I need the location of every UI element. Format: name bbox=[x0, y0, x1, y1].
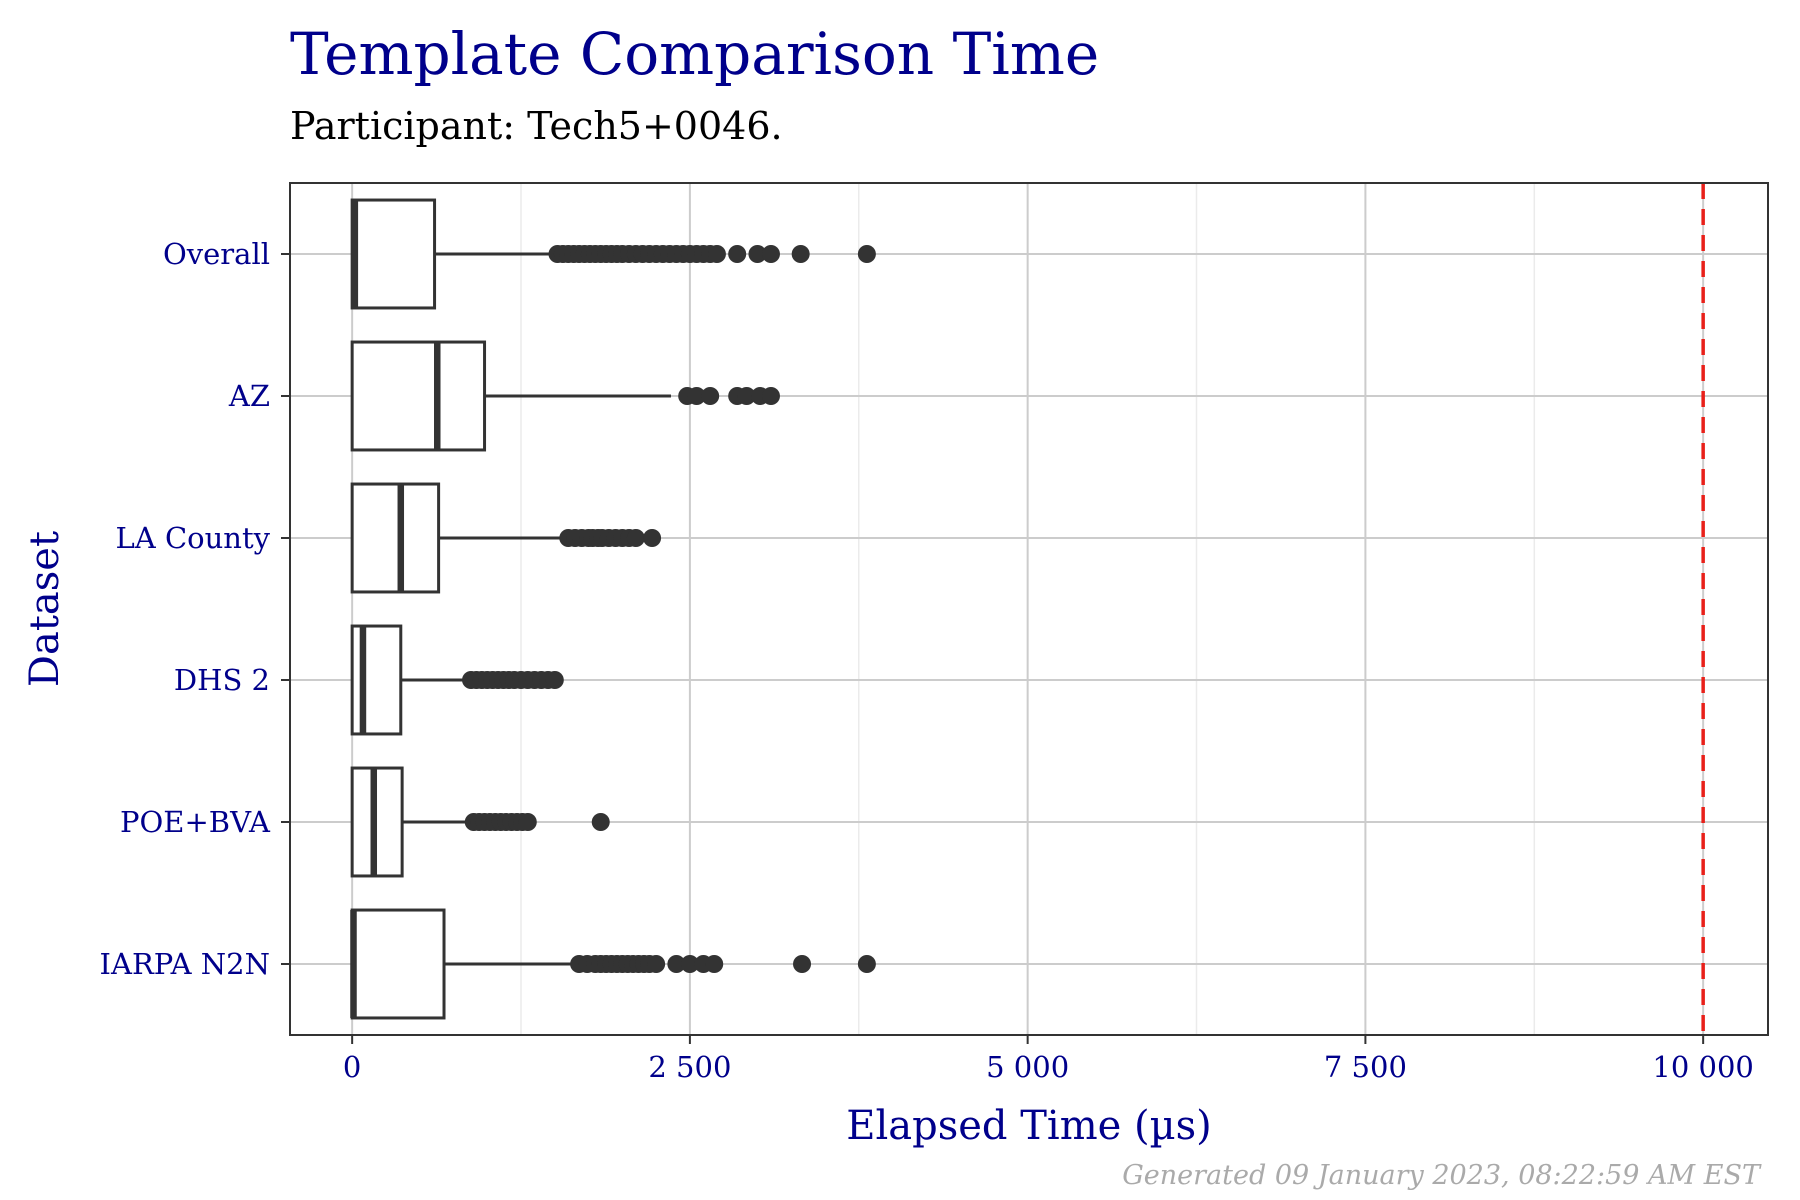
x-tick-label: 10 000 bbox=[1652, 1050, 1753, 1084]
boxes-group bbox=[350, 198, 876, 1020]
x-tick-label: 5 000 bbox=[986, 1050, 1069, 1084]
plot-panel-border bbox=[289, 182, 1769, 1036]
x-tick-label: 7 500 bbox=[1324, 1050, 1407, 1084]
outlier-point bbox=[737, 387, 756, 405]
outlier-point bbox=[728, 245, 747, 263]
outlier-point bbox=[761, 387, 780, 405]
outlier-point bbox=[707, 245, 726, 263]
outlier-point bbox=[545, 671, 564, 689]
outlier-point bbox=[701, 387, 720, 405]
outlier-point bbox=[680, 955, 699, 973]
outlier-point bbox=[857, 955, 876, 973]
chart-title: Template Comparison Time bbox=[290, 20, 1100, 88]
box-iarpa-n2n bbox=[350, 908, 876, 1020]
y-axis-title: Dataset bbox=[22, 531, 68, 687]
outlier-point bbox=[857, 245, 876, 263]
generated-timestamp: Generated 09 January 2023, 08:22:59 AM E… bbox=[1122, 1160, 1760, 1191]
axes-group: 0 2 500 5 000 7 500 10 000 Overall AZ LA County… bbox=[100, 237, 1754, 1084]
box-az bbox=[350, 340, 780, 452]
box-iqr bbox=[350, 908, 446, 1020]
box-la-county bbox=[350, 482, 662, 594]
box-iqr bbox=[350, 340, 487, 452]
x-tick-label: 0 bbox=[343, 1050, 361, 1084]
outlier-point bbox=[667, 955, 686, 973]
box-iqr bbox=[350, 766, 404, 878]
y-tick-label: AZ bbox=[228, 379, 270, 413]
outlier-point bbox=[643, 529, 662, 547]
grid-lines bbox=[290, 183, 1768, 1035]
outlier-point bbox=[687, 387, 706, 405]
box-dhs-2 bbox=[350, 624, 564, 736]
box-iqr bbox=[350, 198, 437, 310]
y-tick-label: LA County bbox=[116, 521, 271, 555]
chart-subtitle: Participant: Tech5+0046. bbox=[290, 104, 783, 148]
y-tick-label: DHS 2 bbox=[174, 663, 270, 697]
y-tick-label: Overall bbox=[163, 237, 270, 271]
outlier-point bbox=[626, 529, 645, 547]
outlier-point bbox=[761, 245, 780, 263]
y-tick-label: IARPA N2N bbox=[100, 947, 270, 981]
outlier-point bbox=[518, 813, 537, 831]
y-tick-label: POE+BVA bbox=[120, 805, 271, 839]
outlier-point bbox=[705, 955, 724, 973]
box-iqr bbox=[350, 624, 403, 736]
x-tick-label: 2 500 bbox=[648, 1050, 731, 1084]
box-poe-bva bbox=[350, 766, 610, 878]
outlier-point bbox=[793, 955, 812, 973]
outlier-point bbox=[647, 955, 666, 973]
x-axis-title: Elapsed Time (µs) bbox=[846, 1103, 1212, 1149]
outlier-point bbox=[748, 245, 767, 263]
outlier-point bbox=[591, 813, 610, 831]
outlier-point bbox=[791, 245, 810, 263]
box-overall bbox=[350, 198, 876, 310]
box-iqr bbox=[350, 482, 441, 594]
